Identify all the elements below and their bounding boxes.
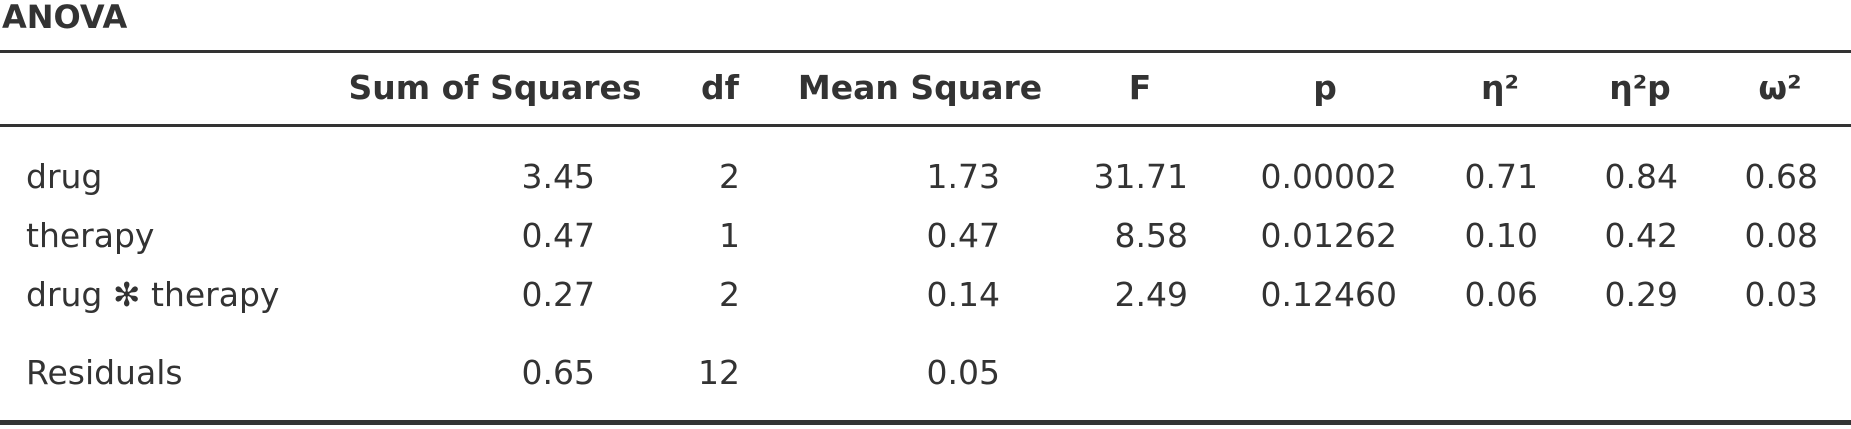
table-cell: 0.71 (1464, 157, 1538, 196)
table-cell: 0.14 (926, 275, 1000, 314)
col-header-omega-squared: ω² (1758, 68, 1802, 107)
col-header-partial-eta-squared: η²p (1609, 68, 1671, 107)
col-header-df: df (701, 68, 739, 107)
table-cell: 1.73 (926, 157, 1000, 196)
table-cell: 0.06 (1464, 275, 1538, 314)
table-cell: 0.47 (521, 216, 595, 255)
table-cell: 2 (719, 157, 740, 196)
table-cell: 0.01262 (1260, 216, 1397, 255)
header-rule (0, 124, 1851, 127)
table-cell: 1 (719, 216, 740, 255)
top-rule (0, 50, 1851, 53)
table-cell: 31.71 (1093, 157, 1188, 196)
col-header-f: F (1128, 68, 1152, 107)
table-cell: 0.42 (1604, 216, 1678, 255)
table-cell: 2 (719, 275, 740, 314)
col-header-eta-squared: η² (1481, 68, 1519, 107)
table-cell: 0.29 (1604, 275, 1678, 314)
table-cell: 0.68 (1744, 157, 1818, 196)
table-cell: 0.05 (926, 353, 1000, 392)
row-label-residuals: Residuals (26, 353, 183, 392)
row-label-drug: drug (26, 157, 103, 196)
col-header-mean-square: Mean Square (797, 68, 1043, 107)
table-cell: 0.10 (1464, 216, 1538, 255)
col-header-p: p (1313, 68, 1337, 107)
col-header-sum-of-squares: Sum of Squares (348, 68, 642, 107)
row-label-therapy: therapy (26, 216, 155, 255)
table-cell: 2.49 (1114, 275, 1188, 314)
table-cell: 0.65 (521, 353, 595, 392)
bottom-rule (0, 420, 1851, 425)
table-title: ANOVA (2, 0, 128, 36)
table-cell: 8.58 (1114, 216, 1188, 255)
table-cell: 12 (698, 353, 740, 392)
table-cell: 0.47 (926, 216, 1000, 255)
table-cell: 3.45 (521, 157, 595, 196)
table-cell: 0.08 (1744, 216, 1818, 255)
row-label-drug-therapy: drug ✻ therapy (26, 275, 280, 314)
table-cell: 0.00002 (1260, 157, 1397, 196)
table-cell: 0.12460 (1260, 275, 1397, 314)
table-cell: 0.27 (521, 275, 595, 314)
table-cell: 0.84 (1604, 157, 1678, 196)
table-cell: 0.03 (1744, 275, 1818, 314)
